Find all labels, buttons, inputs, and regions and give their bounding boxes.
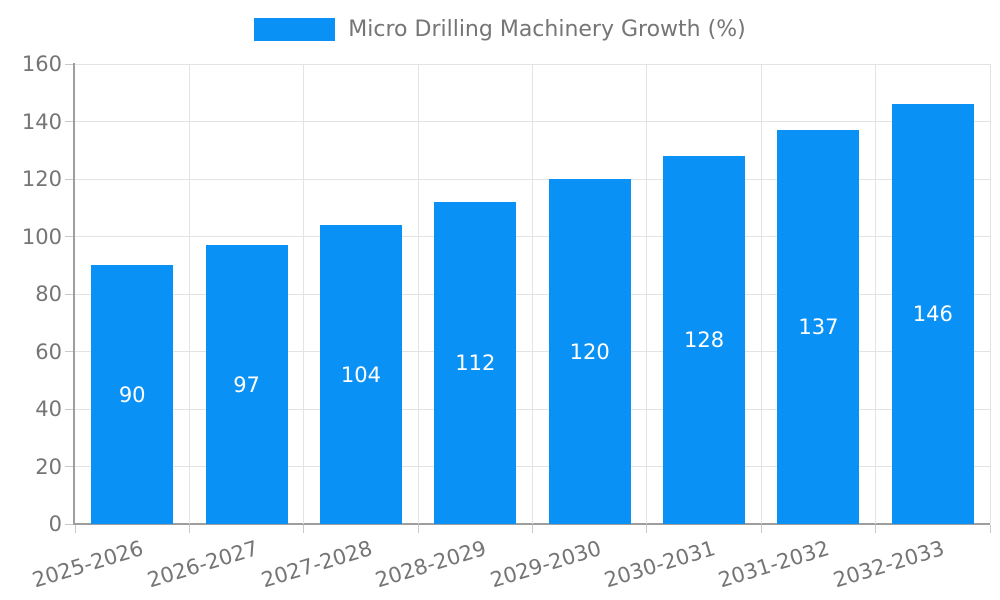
x-tick — [188, 525, 190, 533]
x-gridline — [646, 64, 648, 524]
x-tick — [417, 525, 419, 533]
y-axis-tick-label: 160 — [21, 52, 62, 76]
bar-value-label: 104 — [340, 362, 381, 387]
y-tick — [65, 351, 73, 352]
bar[interactable]: 97 — [205, 245, 288, 524]
x-tick — [74, 525, 76, 533]
y-tick — [65, 178, 73, 180]
y-axis-tick-label: 20 — [35, 454, 62, 479]
bar[interactable]: 128 — [663, 156, 746, 524]
bar[interactable]: 90 — [91, 265, 174, 524]
bar-value-label: 120 — [569, 339, 610, 364]
x-axis-tick-label: 2028-2029 — [372, 536, 490, 593]
x-tick — [532, 525, 533, 533]
x-axis-tick-label: 2031-2032 — [715, 536, 833, 593]
y-axis-tick-label: 60 — [35, 339, 62, 364]
bar-value-label: 97 — [233, 372, 260, 397]
x-tick — [989, 525, 991, 533]
y-tick — [65, 121, 73, 122]
x-gridline — [303, 64, 305, 524]
bar[interactable]: 112 — [434, 202, 517, 524]
x-gridline — [417, 64, 419, 524]
y-axis-tick-label: 140 — [21, 109, 62, 134]
bar[interactable]: 120 — [548, 179, 631, 524]
legend-label: Micro Drilling Machinery Growth (%) — [348, 17, 746, 42]
x-gridline — [532, 64, 533, 524]
bar-value-label: 137 — [798, 315, 839, 340]
bar[interactable]: 146 — [891, 104, 974, 524]
y-axis-tick-label: 120 — [21, 167, 62, 191]
x-tick — [303, 525, 305, 533]
y-tick — [65, 293, 73, 295]
x-axis-tick-label: 2026-2027 — [144, 536, 261, 593]
y-axis-tick-label: 0 — [48, 512, 62, 536]
y-tick — [65, 408, 73, 410]
legend-swatch — [254, 18, 336, 41]
y-tick — [65, 236, 73, 237]
x-tick — [760, 525, 762, 533]
x-gridline — [875, 64, 877, 524]
bar[interactable]: 104 — [319, 225, 402, 524]
y-axis-tick-label: 80 — [35, 282, 62, 306]
y-axis-tick-label: 40 — [35, 397, 62, 421]
x-axis-tick-label: 2025-2026 — [29, 536, 147, 593]
y-axis-line — [73, 63, 75, 524]
y-tick — [65, 63, 73, 65]
bar-value-label: 90 — [118, 382, 146, 407]
x-axis-tick-label: 2030-2031 — [601, 536, 719, 593]
x-axis-tick-label: 2027-2028 — [258, 536, 375, 593]
x-gridline — [989, 64, 991, 524]
x-gridline — [188, 64, 190, 524]
bar[interactable]: 137 — [777, 130, 860, 524]
bar-value-label: 146 — [912, 302, 953, 327]
y-tick — [65, 466, 73, 467]
legend[interactable]: Micro Drilling Machinery Growth (%) — [0, 17, 1000, 42]
bar-value-label: 128 — [684, 328, 725, 352]
y-axis-tick-label: 100 — [21, 224, 62, 249]
y-tick — [65, 523, 73, 525]
x-tick — [875, 525, 877, 533]
x-axis-tick-label: 2029-2030 — [487, 536, 604, 593]
x-axis-tick-label: 2032-2033 — [830, 536, 947, 593]
x-gridline — [760, 64, 762, 524]
x-tick — [646, 525, 648, 533]
bar-value-label: 112 — [455, 351, 496, 375]
x-axis-line — [73, 523, 990, 525]
